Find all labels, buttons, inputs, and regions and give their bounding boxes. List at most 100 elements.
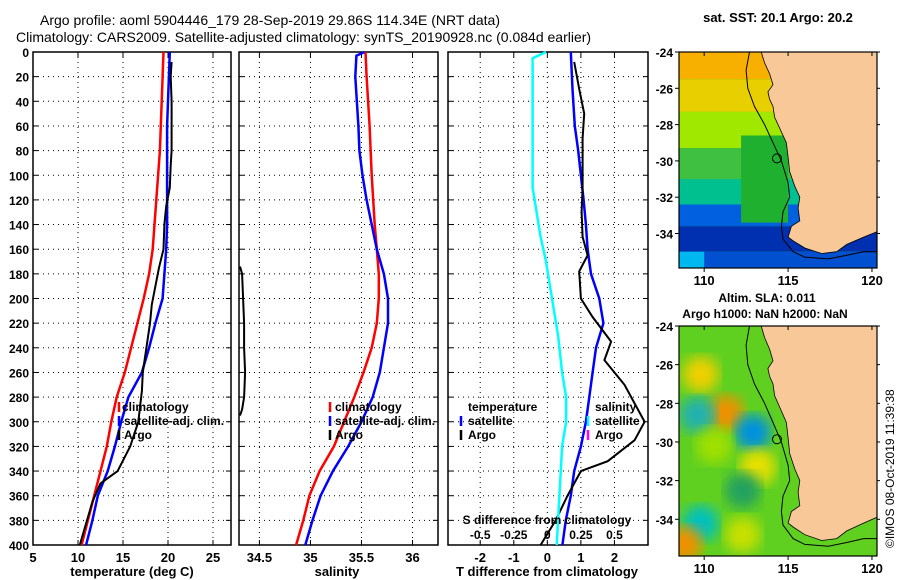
isobath-line bbox=[745, 326, 877, 547]
series-line-climatology bbox=[80, 51, 165, 546]
series-line-climatology bbox=[294, 51, 381, 546]
difference-x-tick-label: -1 bbox=[508, 550, 520, 565]
land-mass bbox=[760, 326, 877, 541]
sst-map-frame bbox=[678, 51, 878, 269]
depth-tick-label: 100 bbox=[9, 169, 29, 183]
sla-anomaly bbox=[724, 472, 761, 509]
temperature-x-tick-label: 20 bbox=[161, 550, 175, 565]
depth-tick-label: 300 bbox=[9, 416, 29, 430]
isobath-line bbox=[745, 52, 877, 260]
salinity-x-tick-label: 35.5 bbox=[349, 550, 374, 565]
legend-label-argo: Argo bbox=[335, 428, 363, 442]
legend-label-satellite: satellite-adj. clim. bbox=[124, 414, 224, 428]
difference-x-tick-label: 0 bbox=[544, 550, 551, 565]
longitude-tick-label: 120 bbox=[861, 561, 883, 576]
salinity-plot-area bbox=[238, 51, 439, 546]
sst-patch bbox=[679, 251, 705, 268]
depth-tick-label: 320 bbox=[9, 440, 29, 454]
depth-tick-label: 20 bbox=[16, 71, 30, 85]
series-line-temperature-argo bbox=[539, 61, 646, 546]
difference-xlabel: T difference from climatology bbox=[456, 564, 639, 579]
series-line-argo bbox=[78, 61, 173, 546]
argo-float-marker bbox=[771, 153, 782, 164]
longitude-tick-label: 110 bbox=[694, 561, 715, 576]
difference-x-tick-label: -2 bbox=[474, 550, 486, 565]
temperature-x-tick-label: 15 bbox=[116, 550, 130, 565]
latitude-tick-label: -32 bbox=[656, 191, 674, 205]
temperature-plot-area bbox=[32, 51, 232, 546]
depth-tick-label: 240 bbox=[9, 342, 29, 356]
salinity-x-tick-label: 34.5 bbox=[247, 550, 272, 565]
land-mass bbox=[760, 52, 877, 254]
legend-label-sal-argo: Argo bbox=[595, 428, 623, 442]
depth-tick-label: 280 bbox=[9, 391, 29, 405]
sla-map-title-line2: Argo h1000: NaN h2000: NaN bbox=[682, 307, 847, 321]
depth-tick-label: 380 bbox=[9, 514, 29, 528]
longitude-tick-label: 110 bbox=[694, 273, 715, 288]
series-line-satellite-adj-clim- bbox=[84, 51, 172, 546]
sla-anomaly bbox=[707, 394, 744, 431]
depth-tick-label: 160 bbox=[9, 243, 29, 257]
depth-tick-label: 340 bbox=[9, 465, 29, 479]
s-difference-tick-label: 0.5 bbox=[606, 528, 623, 542]
sla-map-title-line1: Altim. SLA: 0.011 bbox=[718, 291, 816, 305]
latitude-tick-label: -30 bbox=[656, 436, 674, 450]
sst-map bbox=[679, 52, 877, 268]
latitude-tick-label: -26 bbox=[656, 359, 674, 373]
latitude-tick-label: -28 bbox=[656, 119, 674, 133]
temperature-x-tick-label: 25 bbox=[206, 550, 220, 565]
longitude-tick-label: 115 bbox=[778, 561, 799, 576]
depth-tick-label: 260 bbox=[9, 366, 29, 380]
depth-tick-label: 80 bbox=[16, 145, 30, 159]
argo-float-marker bbox=[771, 434, 782, 445]
sla-anomaly bbox=[734, 414, 771, 451]
depth-tick-label: 40 bbox=[16, 95, 30, 109]
series-line-salinity-satellite bbox=[531, 50, 568, 546]
sla-map-frame bbox=[678, 325, 878, 557]
sla-anomaly bbox=[679, 396, 716, 433]
sst-band bbox=[679, 251, 877, 268]
s-difference-label: S difference from climatology bbox=[463, 513, 632, 527]
series-line-temperature-satellite bbox=[561, 51, 605, 546]
difference-x-tick-label: 1 bbox=[577, 550, 584, 565]
plot-title-line2: Climatology: CARS2009. Satellite-adjuste… bbox=[16, 29, 592, 45]
legend-title-salinity: salinity bbox=[595, 400, 637, 414]
sla-anomaly bbox=[679, 526, 703, 556]
legend-label-satellite: satellite-adj. clim. bbox=[335, 414, 435, 428]
legend-label-temp-argo: Argo bbox=[468, 428, 496, 442]
sst-map-title: sat. SST: 20.1 Argo: 20.2 bbox=[703, 10, 853, 25]
legend-title-temperature: temperature bbox=[468, 400, 538, 414]
depth-tick-label: 140 bbox=[9, 219, 29, 233]
latitude-tick-label: -32 bbox=[656, 475, 674, 489]
latitude-tick-label: -34 bbox=[656, 228, 674, 242]
legend-label-climatology: climatology bbox=[122, 400, 189, 414]
sla-anomaly bbox=[696, 427, 733, 464]
latitude-tick-label: -24 bbox=[656, 46, 674, 60]
s-difference-tick-label: -0.5 bbox=[470, 528, 491, 542]
depth-tick-label: 0 bbox=[22, 46, 29, 60]
legend-label-climatology: climatology bbox=[335, 400, 402, 414]
legend-label-temp-satellite: satellite bbox=[468, 414, 513, 428]
depth-tick-label: 220 bbox=[9, 317, 29, 331]
depth-tick-label: 60 bbox=[16, 120, 30, 134]
latitude-tick-label: -26 bbox=[656, 82, 674, 96]
s-difference-tick-label: -0.25 bbox=[500, 528, 528, 542]
depth-tick-label: 200 bbox=[9, 293, 29, 307]
longitude-tick-label: 115 bbox=[778, 273, 799, 288]
temperature-xlabel: temperature (deg C) bbox=[70, 564, 194, 579]
legend-label-argo: Argo bbox=[124, 428, 152, 442]
legend-label-sal-satellite: satellite bbox=[595, 414, 640, 428]
sst-warm-patch bbox=[741, 135, 789, 223]
latitude-tick-label: -34 bbox=[656, 513, 674, 527]
latitude-tick-label: -30 bbox=[656, 155, 674, 169]
sla-anomaly bbox=[724, 516, 761, 553]
difference-x-tick-label: 2 bbox=[611, 550, 618, 565]
depth-tick-label: 400 bbox=[9, 539, 29, 553]
imos-credit: ©IMOS 08-Oct-2019 11:39:38 bbox=[883, 389, 897, 548]
temperature-x-tick-label: 5 bbox=[29, 550, 36, 565]
latitude-tick-label: -24 bbox=[656, 320, 674, 334]
salinity-x-tick-label: 36 bbox=[405, 550, 419, 565]
latitude-tick-label: -28 bbox=[656, 397, 674, 411]
salinity-x-tick-label: 35 bbox=[303, 550, 317, 565]
